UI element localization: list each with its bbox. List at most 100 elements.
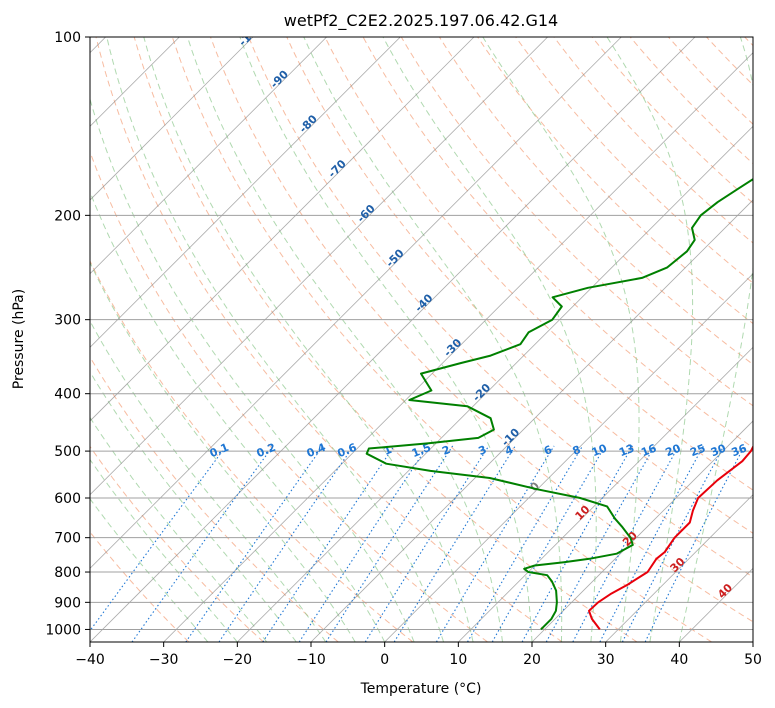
isotherms: [90, 37, 753, 642]
dry-adiabat-line: [133, 37, 638, 642]
isotherm-line: [384, 273, 753, 642]
moist-adiabat-line: [239, 37, 533, 642]
mixing-ratio-label: 8: [571, 443, 583, 458]
isotherm-line: [237, 125, 753, 642]
mixing-ratio-line: [218, 445, 355, 642]
mixing-ratio-label: 16: [639, 441, 658, 459]
dry-adiabat-line: [90, 356, 339, 642]
mixing-ratio-label: 36: [730, 441, 749, 459]
isotherm-line: [605, 494, 753, 642]
isotherm-line: [90, 37, 622, 569]
mixing-ratio-label: 25: [688, 442, 707, 460]
moist-adiabat-line: [90, 458, 238, 642]
profile-line: [365, 177, 753, 631]
dry-adiabat-line: [95, 37, 563, 642]
x-tick-label: 40: [670, 652, 688, 668]
isotherm-line: [90, 37, 401, 348]
isotherm-line: [163, 52, 753, 642]
y-tick-label: 300: [54, 313, 81, 329]
x-tick-label: −20: [223, 652, 253, 668]
dry-adiabat-line: [90, 445, 264, 642]
moist-adiabat-line: [90, 370, 297, 642]
isotherm-line: [90, 37, 696, 642]
plot-frame: [89, 36, 754, 643]
dry-adiabat-line: [90, 259, 414, 642]
adiabat-label: -100: [236, 20, 265, 49]
x-tick-label: −30: [149, 652, 179, 668]
moist-adiabat-line: [106, 37, 445, 642]
mixing-ratio-label: 30: [709, 441, 728, 459]
isotherm-line: [90, 37, 254, 201]
isotherm-line: [531, 420, 753, 642]
y-tick-label: 200: [54, 208, 81, 224]
mixing-ratio-label: 20: [664, 441, 683, 459]
dry-adiabat-line: [286, 37, 753, 534]
mixing-ratio-line: [262, 445, 395, 642]
dry-adiabat-line: [171, 37, 712, 642]
moist-adiabat-line: [90, 320, 327, 642]
axes: −40 −30 −20 −10 0 10 20 30 40 50 100 200 300 400 500 60…: [45, 30, 762, 668]
y-tick-label: 900: [54, 595, 81, 611]
isotherm-line: [90, 37, 548, 496]
x-axis-label: Temperature (°C): [360, 681, 482, 697]
moist-adiabat-line: [90, 190, 386, 642]
dry-adiabat-line: [210, 37, 753, 623]
profile-line: [588, 444, 753, 631]
mixing-ratio-label: 3: [477, 443, 489, 458]
dry-adiabat-line: [324, 37, 753, 491]
y-tick-label: 500: [54, 444, 81, 460]
moist-adiabat-line: [382, 37, 597, 642]
y-tick-label: 600: [54, 491, 81, 507]
dry-adiabat-line: [248, 37, 753, 578]
moist-adiabat-line: [187, 37, 503, 642]
mixing-ratio-line: [644, 445, 746, 642]
mixing-ratio-line: [467, 445, 584, 642]
moist-adiabat-line: [303, 37, 563, 642]
isotherm-line: [458, 346, 753, 642]
mixing-ratio-label: 1: [382, 443, 394, 458]
y-tick-label: 700: [54, 531, 81, 547]
x-tick-label: 10: [449, 652, 467, 668]
mixing-ratio-line: [131, 445, 274, 642]
isotherm-line: [90, 37, 475, 422]
x-tick-label: 20: [523, 652, 541, 668]
mixing-ratio-line: [521, 445, 633, 642]
mixing-ratio-line: [545, 445, 656, 642]
x-tick-label: −10: [296, 652, 326, 668]
moist-adiabats: [90, 37, 753, 642]
y-axis-label: Pressure (hPa): [11, 289, 27, 389]
x-tick-label: −40: [75, 652, 105, 668]
mixing-ratio-line: [364, 445, 490, 642]
plot-area: 0.1 0.2 0.4 0.6 1 1.5 2 3 4 6 8 10 13 16 20 25 30 36-100-…: [90, 20, 753, 642]
mixing-ratio-line: [325, 445, 454, 642]
mixing-ratio-label: 2: [440, 443, 452, 458]
mixing-ratio-line: [298, 445, 429, 642]
x-tick-label: 0: [380, 652, 389, 668]
moist-adiabat-line: [90, 497, 209, 642]
x-tick-label: 50: [744, 652, 762, 668]
y-tick-label: 800: [54, 565, 81, 581]
y-tick-label: 1000: [45, 622, 81, 638]
x-tick-label: 30: [597, 652, 615, 668]
mixing-ratio-line: [435, 445, 555, 642]
dry-adiabat-line: [515, 37, 753, 284]
mixing-ratio-line: [393, 445, 516, 642]
profile-series: [365, 177, 753, 631]
isotherm-line: [310, 199, 753, 642]
y-tick-label: 400: [54, 387, 81, 403]
mixing-ratio-line: [621, 445, 725, 642]
y-tick-label: 100: [54, 30, 81, 46]
moist-adiabat-line: [90, 261, 356, 642]
moist-adiabat-line: [606, 37, 694, 642]
moist-adiabat-line: [90, 416, 268, 642]
mixing-ratio-label: 10: [590, 441, 609, 459]
isotherm-line: [752, 641, 753, 642]
mixing-ratio-label: 13: [617, 442, 636, 460]
dry-adiabats: [90, 37, 753, 642]
chart-title: wetPf2_C2E2.2025.197.06.42.G14: [284, 11, 558, 31]
mixing-ratio-lines: [90, 445, 746, 642]
moist-adiabat-line: [678, 37, 753, 642]
isotherm-line: [90, 37, 327, 275]
